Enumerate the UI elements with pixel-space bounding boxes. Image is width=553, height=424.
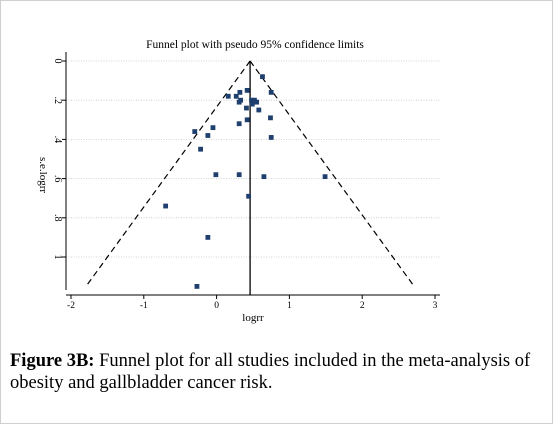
- study-point: [244, 117, 250, 123]
- x-tick-label: 2: [360, 301, 365, 311]
- study-point: [268, 89, 274, 95]
- y-tick-label: .2: [52, 96, 63, 104]
- study-point: [205, 133, 211, 138]
- study-point: [236, 172, 242, 178]
- study-point: [261, 174, 267, 180]
- funnel-plot: 0 .2 .4 .6 .8 1 -2 -1 0 1 2 3 Funnel plot with pseu…: [37, 39, 440, 324]
- x-tick-label: -2: [67, 301, 75, 311]
- x-tick-label: 3: [433, 301, 438, 311]
- study-point: [233, 93, 239, 99]
- study-point: [244, 88, 250, 93]
- study-point: [213, 172, 219, 178]
- study-point: [225, 93, 231, 99]
- ci-upper-line: [249, 60, 415, 287]
- study-points: [163, 74, 328, 289]
- x-tick-label: 0: [214, 301, 219, 311]
- study-point: [322, 174, 328, 180]
- study-point: [198, 146, 203, 152]
- y-tick-label: 1: [52, 255, 63, 260]
- study-point: [268, 115, 273, 121]
- study-point: [249, 97, 254, 103]
- y-axis-label: s.e.logrr: [37, 157, 49, 193]
- ci-lower-line: [85, 60, 251, 287]
- y-tick-label: .4: [52, 136, 63, 144]
- grid-lines: [66, 60, 440, 258]
- study-point: [249, 101, 255, 107]
- x-tick-label: 1: [287, 301, 292, 311]
- study-point: [268, 135, 274, 140]
- y-tick-label: 0: [52, 59, 63, 64]
- study-point: [236, 121, 242, 127]
- caption-text: Funnel plot for all studies included in …: [10, 351, 531, 393]
- study-point: [163, 203, 169, 209]
- x-axis-label: logrr: [242, 312, 264, 324]
- study-point: [194, 284, 200, 289]
- x-tick-label: -1: [140, 301, 148, 311]
- study-point: [244, 105, 249, 111]
- study-point: [254, 99, 260, 105]
- y-tick-label: .6: [52, 175, 63, 183]
- study-point: [256, 107, 262, 113]
- axes: 0 .2 .4 .6 .8 1 -2 -1 0 1 2 3: [52, 52, 440, 311]
- figure-caption: Figure 3B: Funnel plot for all studies i…: [10, 350, 548, 394]
- study-point: [210, 125, 216, 131]
- study-point: [192, 129, 198, 134]
- y-tick-label: .8: [52, 214, 63, 222]
- study-point: [237, 89, 243, 95]
- study-point: [205, 235, 211, 240]
- study-point: [260, 74, 265, 80]
- confidence-limits: [85, 60, 415, 295]
- caption-label: Figure 3B:: [10, 351, 95, 371]
- chart-title: Funnel plot with pseudo 95% confidence l…: [146, 39, 364, 51]
- study-point: [246, 193, 252, 199]
- study-point: [236, 99, 242, 105]
